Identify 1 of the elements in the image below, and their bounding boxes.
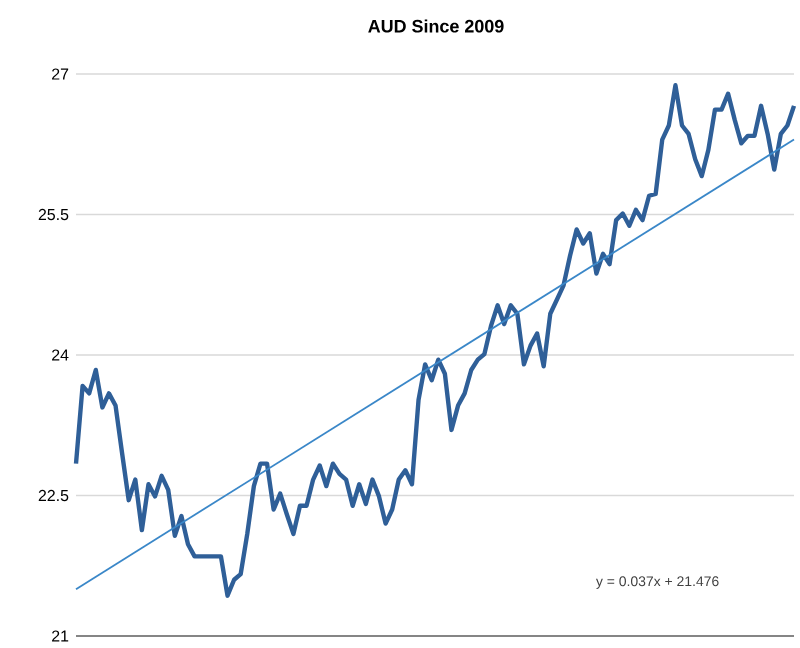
chart-title: AUD Since 2009	[368, 19, 504, 33]
